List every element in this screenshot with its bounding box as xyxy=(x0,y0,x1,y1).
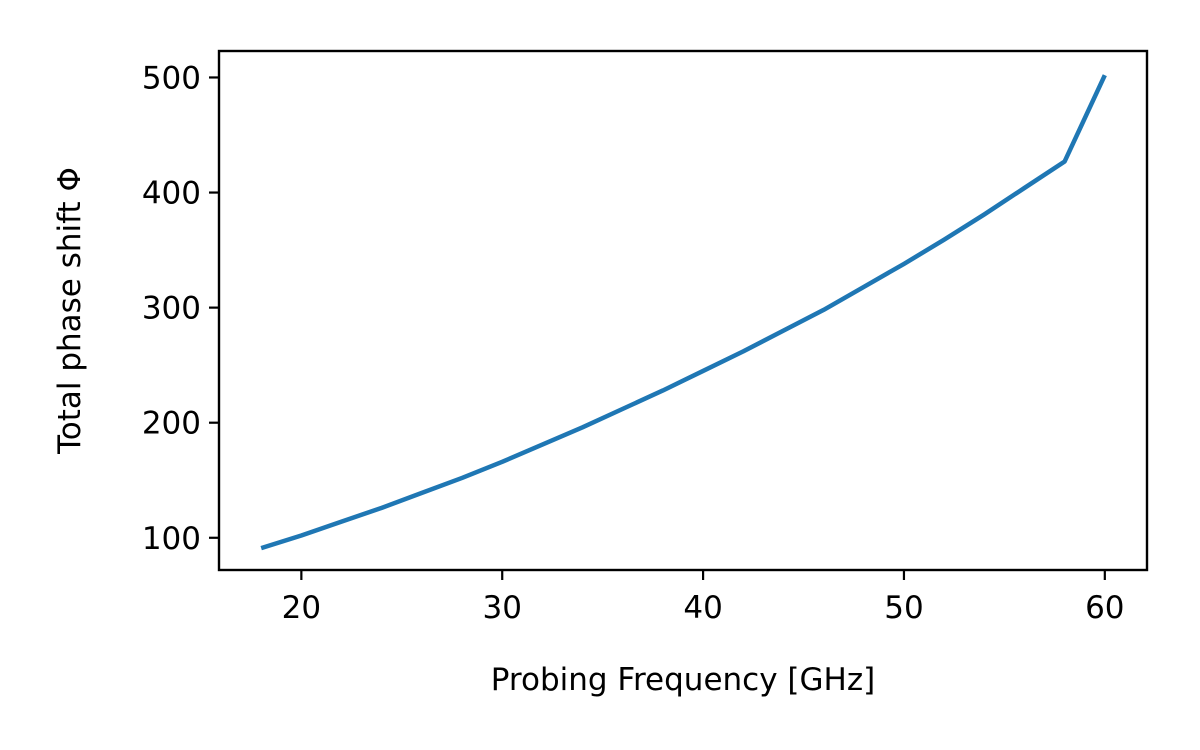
y-axis-label: Total phase shift Φ xyxy=(52,167,88,455)
plot-frame xyxy=(217,49,1149,572)
series-line-0 xyxy=(260,74,1107,551)
y-tick-label: 500 xyxy=(142,60,201,96)
y-tick-label: 300 xyxy=(142,291,201,327)
y-axis: 100 200 300 400 500 xyxy=(142,60,219,557)
y-tick-label: 100 xyxy=(142,521,201,557)
x-tick-label: 40 xyxy=(683,590,722,626)
x-axis: 20 30 40 50 60 xyxy=(282,570,1125,626)
x-axis-label: Probing Frequency [GHz] xyxy=(491,662,875,698)
x-tick-label: 30 xyxy=(482,590,521,626)
y-tick-label: 200 xyxy=(142,406,201,442)
y-tick-label: 400 xyxy=(142,176,201,212)
x-tick-label: 50 xyxy=(884,590,923,626)
x-tick-label: 60 xyxy=(1085,590,1124,626)
plot-layer xyxy=(260,74,1107,551)
x-tick-label: 20 xyxy=(282,590,321,626)
